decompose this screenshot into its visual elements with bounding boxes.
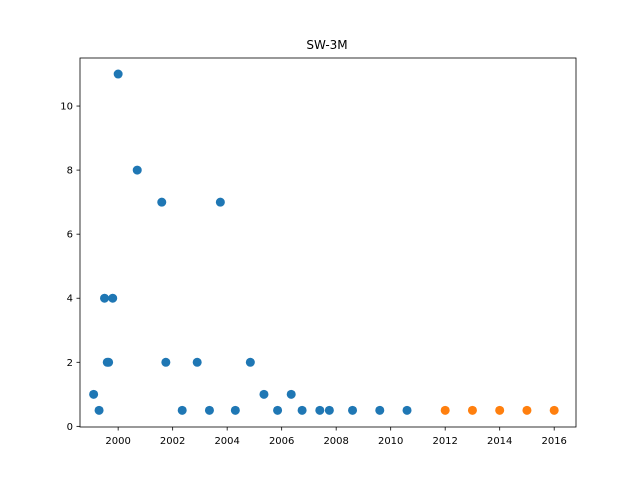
data-point [108, 293, 118, 303]
x-tick-label: 2008 [323, 436, 348, 447]
data-point [522, 405, 532, 415]
x-tick-label: 2000 [105, 436, 130, 447]
data-point [245, 357, 255, 367]
y-tick-label: 4 [67, 294, 73, 305]
data-point [177, 405, 187, 415]
data-point [100, 293, 110, 303]
y-tick-label: 8 [67, 166, 73, 177]
data-point [157, 197, 167, 207]
plot-frame [79, 57, 577, 428]
data-point [89, 389, 99, 399]
axes: 2000 2002 2004 2006 2008 2010 2012 2014 2016 0 2 4 6… [60, 57, 577, 447]
chart-title: SW-3M [306, 38, 347, 52]
data-point [315, 405, 325, 415]
data-point [113, 69, 123, 79]
data-point [192, 357, 202, 367]
data-point [375, 405, 385, 415]
data-point [259, 389, 269, 399]
data-point [132, 165, 142, 175]
x-tick-label: 2006 [269, 436, 294, 447]
data-point [204, 405, 214, 415]
data-point [273, 405, 283, 415]
data-point [324, 405, 334, 415]
data-point [440, 405, 450, 415]
x-tick-label: 2014 [487, 436, 512, 447]
x-tick-label: 2012 [432, 436, 457, 447]
data-point [161, 357, 171, 367]
data-point [549, 405, 559, 415]
data-point [467, 405, 477, 415]
y-tick-label: 6 [67, 230, 73, 241]
data-point [94, 405, 104, 415]
data-point [297, 405, 307, 415]
data-points [89, 69, 559, 415]
x-tick-label: 2016 [541, 436, 566, 447]
x-tick-label: 2002 [160, 436, 185, 447]
data-point [402, 405, 412, 415]
data-point [104, 357, 114, 367]
y-tick-label: 0 [67, 422, 73, 433]
x-tick-label: 2004 [214, 436, 239, 447]
data-point [495, 405, 505, 415]
data-point [230, 405, 240, 415]
data-point [215, 197, 225, 207]
data-point [348, 405, 358, 415]
y-tick-label: 10 [60, 102, 73, 113]
x-tick-label: 2010 [378, 436, 403, 447]
data-point [286, 389, 296, 399]
y-tick-label: 2 [67, 358, 73, 369]
